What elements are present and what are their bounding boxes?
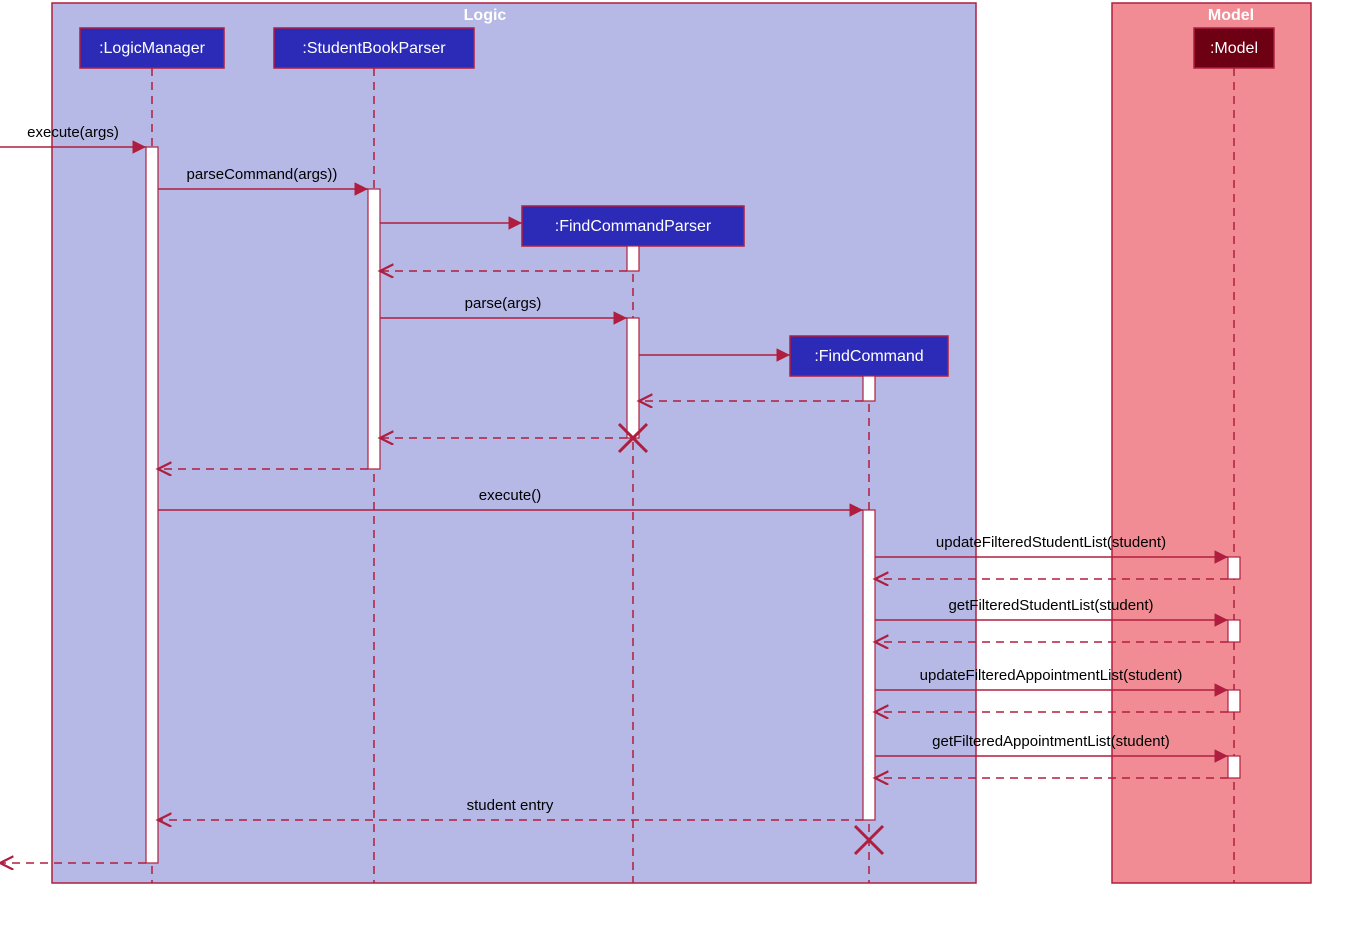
message-label: updateFilteredAppointmentList(student): [920, 667, 1183, 684]
activation-m2: [1228, 620, 1240, 642]
participant-label-model: :Model: [1210, 40, 1258, 57]
activation-fc1: [863, 376, 875, 401]
activation-m4: [1228, 756, 1240, 778]
participant-label-findCommand: :FindCommand: [814, 348, 923, 365]
package-frame: [1112, 3, 1311, 883]
message-label: student entry: [467, 797, 554, 814]
activation-sbp: [368, 189, 380, 469]
activation-m1: [1228, 557, 1240, 579]
message-label: updateFilteredStudentList(student): [936, 534, 1166, 551]
activation-fc2: [863, 510, 875, 820]
participant-label-studentBookParser: :StudentBookParser: [302, 40, 446, 57]
message-label: getFilteredStudentList(student): [948, 597, 1153, 614]
participant-label-logicManager: :LogicManager: [99, 40, 206, 57]
message-label: getFilteredAppointmentList(student): [932, 733, 1170, 750]
package-frame: [52, 3, 976, 883]
activation-fcp1: [627, 246, 639, 271]
activation-fcp2: [627, 318, 639, 438]
message-label: parse(args): [465, 295, 542, 312]
package-title: Logic: [464, 7, 507, 24]
package-title: Model: [1208, 7, 1254, 24]
sequence-diagram: Logic Model :LogicManager :StudentBookParse…: [0, 0, 1356, 927]
participant-label-findCommandParser: :FindCommandParser: [555, 218, 712, 235]
message-label: execute(): [479, 487, 542, 504]
message-label: parseCommand(args)): [187, 166, 338, 183]
activation-m3: [1228, 690, 1240, 712]
activation-lm: [146, 147, 158, 863]
message-label: execute(args): [27, 124, 119, 141]
